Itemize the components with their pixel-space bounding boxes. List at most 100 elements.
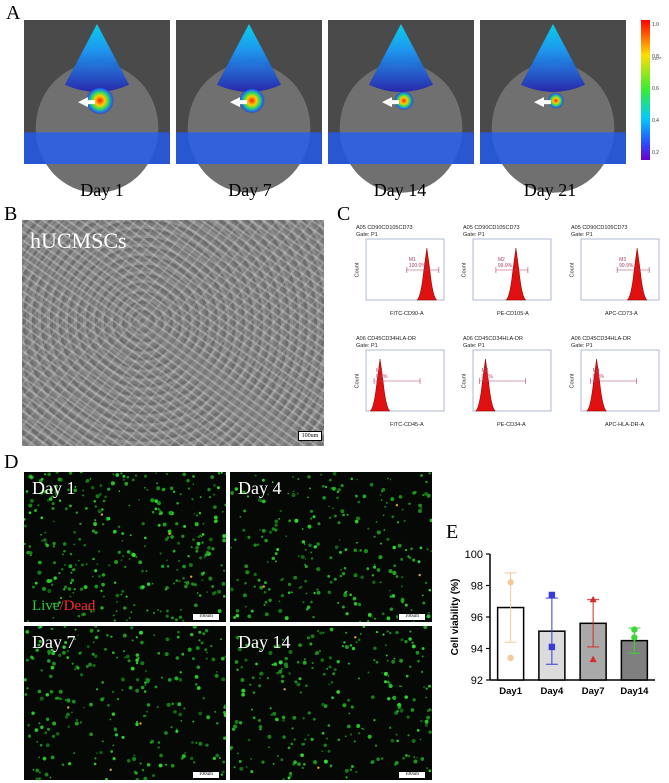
panel-label-e: E — [446, 521, 459, 543]
gate-percent: 0.2% — [481, 374, 493, 380]
flow-plot-gate: Gate: P1 — [356, 342, 378, 349]
gate-percent: 0.2% — [593, 374, 605, 380]
flow-y-label: Count — [354, 262, 361, 278]
colorbar-tick: 0.6 — [652, 86, 659, 92]
fluo-day-label: Day 1 — [32, 478, 76, 498]
gate-percent: 100.0% — [409, 263, 427, 269]
x-tick-label: Day14 — [620, 686, 649, 697]
ivis-day-21: Day 21 — [523, 180, 577, 200]
gate-label: M2 — [498, 257, 505, 263]
ivis-day-7: Day 7 — [228, 180, 272, 200]
flow-plot-gate: Gate: P1 — [571, 342, 593, 349]
x-tick-label: Day4 — [541, 686, 564, 697]
flow-plot-title: A05 CD90CD105CD73 — [571, 225, 628, 231]
flow-plot-title: A05 CD90CD105CD73 — [463, 225, 520, 231]
histogram-peak — [586, 358, 607, 412]
data-point — [631, 634, 638, 641]
panel-label-d: D — [4, 451, 19, 473]
flow-plot-gate: Gate: P1 — [571, 231, 593, 238]
flow-plot-6: A06 CD45CD34HLA-DR Gate: P1 M3 0.2% Count APC… — [569, 336, 667, 432]
fluorescence-day-7: Day 7 100um — [24, 626, 226, 780]
cell-viability-chart: 92 94 96 98 100 Cell viability (%) Day1 Day4 Day… — [450, 549, 655, 697]
gate-label: M3 — [593, 368, 600, 374]
flow-plot-title: A05 CD90CD105CD73 — [356, 225, 413, 231]
fluo-day-label: Day 4 — [238, 478, 282, 498]
flow-y-label: Count — [569, 373, 576, 389]
ivis-image-3 — [328, 20, 474, 193]
y-tick-label: 98 — [471, 581, 483, 593]
y-tick-label: 96 — [471, 612, 483, 624]
histogram-peak — [505, 247, 527, 301]
fluorescence-day-4: Day 4 100um — [230, 472, 432, 622]
flow-plot-gate: Gate: P1 — [463, 231, 485, 238]
panel-label-c: C — [337, 203, 351, 225]
flow-x-label: APC-CD73-A — [605, 311, 638, 317]
flow-plot-gate: Gate: P1 — [463, 342, 485, 349]
fluo-day-label: Day 14 — [238, 632, 291, 652]
flow-plot-2: A05 CD90CD105CD73 Gate: P1 M2 99.9% Count PE-… — [461, 225, 559, 321]
data-point — [589, 655, 597, 663]
y-tick-label: 94 — [471, 644, 483, 656]
y-tick-label: 100 — [465, 549, 483, 561]
y-tick-label: 92 — [471, 675, 483, 687]
gate-percent: 99.9% — [619, 263, 634, 269]
flow-plot-3: A05 CD90CD105CD73 Gate: P1 M3 99.9% Count APC… — [569, 225, 667, 321]
data-point — [548, 591, 556, 599]
data-point — [631, 626, 638, 633]
panel-label-b: B — [4, 203, 18, 225]
ivis-images: 1.0 0.8 0.6 0.4 0.2 x10¹⁰ — [24, 20, 662, 193]
gate-percent: 99.9% — [498, 263, 513, 269]
gate-label: M1 — [376, 368, 383, 374]
ivis-day-14: Day 14 — [373, 180, 427, 200]
flow-y-label: Count — [461, 262, 468, 278]
fluo-day-label: Day 7 — [32, 632, 76, 652]
flow-x-label: FITC-CD45-A — [390, 422, 424, 428]
data-point — [548, 643, 556, 651]
histogram-peak — [475, 358, 496, 412]
ivis-image-2 — [176, 20, 322, 193]
flow-plot-4: A06 CD45CD34HLA-DR Gate: P1 M1 0.2% Count FIT… — [354, 336, 452, 432]
ivis-day-1: Day 1 — [80, 180, 124, 200]
gate-label: M2 — [481, 368, 488, 374]
flow-x-label: PE-CD105-A — [497, 311, 529, 317]
flow-y-label: Count — [354, 373, 361, 389]
colorbar-tick: 0.2 — [652, 150, 659, 156]
flow-x-label: FITC-CD90-A — [390, 311, 424, 317]
flow-y-label: Count — [569, 262, 576, 278]
gate-label: M1 — [409, 257, 416, 263]
gate-percent: 0.2% — [376, 374, 388, 380]
flow-plot-title: A06 CD45CD34HLA-DR — [356, 336, 416, 342]
ivis-image-1 — [24, 20, 170, 193]
scale-bar: 100um — [398, 771, 426, 779]
scale-bar: 100um — [192, 771, 220, 779]
scale-bar: 100um — [398, 613, 426, 621]
colorbar-tick: 0.4 — [652, 118, 659, 124]
y-axis-label: Cell viability (%) — [450, 579, 461, 656]
panel-label-a: A — [6, 2, 21, 24]
hucmsc-micrograph: hUCMSCs 100um — [22, 220, 324, 446]
gate-label: M3 — [619, 257, 626, 263]
data-point — [507, 579, 514, 586]
colorbar-tick: 0.8 — [652, 54, 659, 60]
histogram-peak — [416, 247, 438, 301]
data-point — [507, 654, 514, 662]
x-tick-label: Day7 — [582, 686, 605, 697]
fluorescence-day-14: Day 14 100um — [230, 626, 432, 780]
flow-plot-title: A06 CD45CD34HLA-DR — [571, 336, 631, 342]
fluorescence-day-1: Day 1 Live/Dead 100um — [24, 472, 226, 622]
colorbar — [641, 20, 650, 160]
ivis-image-4 — [480, 20, 626, 193]
histogram-peak — [626, 247, 648, 301]
scale-bar: 100um — [192, 613, 220, 621]
histogram-peak — [369, 358, 391, 412]
live-dead-legend: Live/Dead — [32, 598, 96, 614]
flow-y-label: Count — [461, 373, 468, 389]
cell-type-label: hUCMSCs — [30, 228, 127, 253]
scale-bar: 100um — [298, 431, 322, 441]
colorbar-tick: 1.0 — [652, 22, 659, 28]
flow-x-label: APC-HLA-DR-A — [605, 422, 645, 428]
flow-plot-5: A06 CD45CD34HLA-DR Gate: P1 M2 0.2% Count PE-… — [461, 336, 559, 432]
flow-plot-title: A06 CD45CD34HLA-DR — [463, 336, 523, 342]
flow-plot-1: A05 CD90CD105CD73 Gate: P1 M1 100.0% Count FI… — [354, 225, 452, 321]
colorbar-unit: x10¹⁰ — [652, 56, 662, 61]
